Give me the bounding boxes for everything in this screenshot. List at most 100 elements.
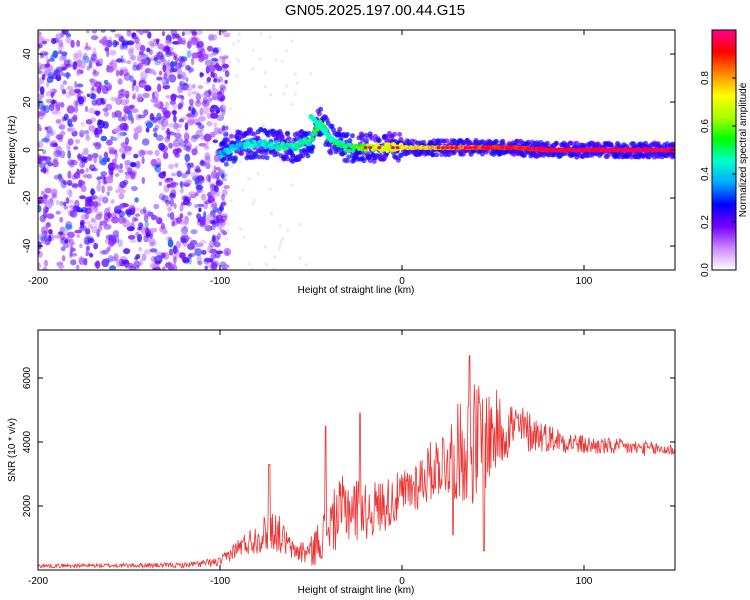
- noise-blob: [153, 203, 160, 210]
- noise-blob: [204, 152, 211, 161]
- noise-blob: [239, 226, 242, 231]
- noise-blob: [172, 217, 179, 226]
- noise-blob: [176, 170, 182, 178]
- noise-blob: [134, 207, 143, 212]
- noise-blob: [93, 261, 99, 267]
- noise-blob: [191, 52, 199, 59]
- noise-blob: [238, 160, 242, 165]
- noise-blob: [78, 96, 85, 105]
- noise-blob: [74, 229, 82, 234]
- noise-blob: [221, 80, 225, 84]
- noise-blob: [252, 48, 256, 53]
- noise-blob: [103, 224, 112, 230]
- noise-blob: [162, 171, 166, 176]
- noise-blob: [100, 97, 104, 102]
- noise-blob: [223, 32, 231, 38]
- noise-blob: [92, 70, 99, 77]
- noise-blob: [190, 57, 195, 66]
- noise-blob: [78, 129, 85, 138]
- noise-blob: [221, 193, 225, 201]
- signal-halo: [344, 131, 350, 137]
- signal-core: [307, 142, 313, 147]
- noise-blob: [219, 104, 227, 113]
- noise-blob: [181, 37, 187, 46]
- x-tick-label: 100: [576, 576, 593, 587]
- y-tick-label: -40: [22, 238, 33, 253]
- noise-blob: [80, 121, 85, 127]
- noise-blob: [220, 202, 227, 206]
- noise-blob: [46, 130, 54, 137]
- noise-blob: [220, 231, 224, 235]
- noise-blob: [235, 74, 239, 78]
- noise-blob: [293, 72, 297, 76]
- noise-blob: [147, 31, 152, 39]
- noise-blob: [132, 95, 136, 100]
- noise-blob: [138, 247, 142, 252]
- noise-blob: [84, 207, 92, 215]
- noise-blob: [128, 265, 137, 270]
- noise-blob: [115, 69, 120, 77]
- noise-blob: [176, 74, 182, 80]
- signal-peak: [377, 146, 382, 150]
- noise-blob: [52, 142, 59, 147]
- snr-line: [38, 355, 675, 570]
- noise-blob: [46, 166, 50, 175]
- noise-blob: [85, 252, 89, 257]
- noise-blob: [165, 202, 169, 207]
- noise-blob: [210, 225, 216, 231]
- noise-blob: [130, 108, 139, 113]
- noise-blob: [77, 53, 83, 60]
- signal-peak: [541, 148, 545, 152]
- signal-halo: [305, 153, 311, 159]
- noise-blob: [149, 262, 156, 269]
- noise-blob: [205, 139, 209, 148]
- noise-blob: [203, 201, 209, 210]
- noise-blob: [60, 130, 66, 136]
- noise-blob: [40, 226, 49, 235]
- noise-blob: [48, 103, 55, 112]
- noise-blob: [187, 243, 195, 250]
- snr-plot-area: [38, 330, 675, 570]
- noise-blob: [285, 49, 288, 53]
- noise-blob: [172, 142, 178, 147]
- noise-blob: [38, 123, 41, 128]
- noise-blob: [269, 92, 273, 97]
- noise-blob: [162, 152, 169, 160]
- noise-blob: [173, 202, 177, 210]
- noise-blob: [93, 221, 98, 227]
- noise-blob: [113, 164, 119, 169]
- noise-blob: [145, 232, 150, 239]
- noise-blob: [177, 94, 184, 99]
- noise-blob: [176, 123, 183, 128]
- noise-blob: [75, 138, 81, 144]
- noise-blob: [177, 36, 183, 45]
- noise-blob: [222, 231, 228, 236]
- noise-blob: [207, 245, 214, 254]
- noise-blob: [62, 30, 69, 35]
- noise-blob: [179, 80, 184, 88]
- noise-blob: [58, 55, 67, 62]
- noise-blob: [88, 125, 96, 132]
- signal-halo: [360, 137, 366, 143]
- noise-blob: [86, 65, 91, 71]
- noise-blob: [115, 96, 123, 105]
- noise-blob: [188, 106, 192, 112]
- noise-blob: [81, 156, 87, 162]
- colorbar-label: Normalized spectral amplitude: [738, 82, 749, 217]
- noise-blob: [63, 113, 69, 121]
- noise-blob: [64, 239, 69, 244]
- noise-blob: [298, 256, 302, 261]
- noise-blob: [110, 30, 117, 33]
- noise-blob: [112, 230, 120, 238]
- noise-blob: [155, 134, 164, 141]
- noise-blob: [213, 78, 217, 83]
- x-tick-label: -200: [28, 276, 48, 287]
- noise-blob: [213, 206, 218, 213]
- noise-blob: [66, 71, 70, 80]
- signal-core: [310, 137, 315, 142]
- noise-blob: [263, 245, 267, 249]
- noise-blob: [183, 179, 190, 185]
